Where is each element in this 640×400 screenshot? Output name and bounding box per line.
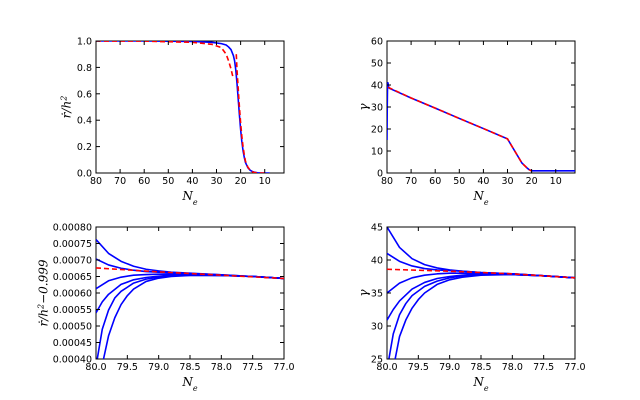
y-axis-label: ṙ/h2−0.999 bbox=[36, 259, 51, 326]
y-tick-label: 0.00050 bbox=[53, 322, 92, 333]
y-tick-label: 1.0 bbox=[77, 37, 92, 48]
y-tick-label: 30 bbox=[371, 322, 383, 333]
x-tick-label: 78.5 bbox=[179, 362, 200, 373]
x-tick-label: 78.0 bbox=[211, 362, 232, 373]
y-tick-label: 25 bbox=[371, 355, 383, 366]
x-axis-label: Ne bbox=[472, 189, 489, 207]
plot-frame bbox=[95, 226, 285, 360]
x-tick-label: 79.0 bbox=[148, 362, 169, 373]
x-tick-label: 80 bbox=[90, 176, 102, 187]
x-tick-label: 60 bbox=[138, 176, 150, 187]
x-tick-label: 40 bbox=[477, 176, 489, 187]
y-tick-label: 45 bbox=[371, 223, 383, 234]
y-tick-label: 60 bbox=[371, 37, 383, 48]
x-axis-label: Ne bbox=[181, 375, 198, 393]
y-tick-label: 0.00040 bbox=[53, 355, 92, 366]
x-tick-label: 30 bbox=[210, 176, 222, 187]
x-tick-label: 10 bbox=[550, 176, 562, 187]
y-tick-label: 40 bbox=[371, 81, 383, 92]
series-group bbox=[387, 82, 575, 172]
solid-series-line-5 bbox=[102, 274, 284, 359]
y-tick-label: 20 bbox=[371, 125, 383, 136]
plot-frame bbox=[386, 226, 576, 360]
x-tick-label: 77.5 bbox=[533, 362, 554, 373]
y-tick-label: 0.0 bbox=[77, 169, 92, 180]
solid-series-line-5 bbox=[394, 273, 575, 359]
y-tick-label: 35 bbox=[371, 289, 383, 300]
x-tick-label: 80.0 bbox=[376, 362, 397, 373]
x-tick-label: 20 bbox=[235, 176, 247, 187]
x-tick-label: 79.5 bbox=[117, 362, 138, 373]
y-tick-label: 40 bbox=[371, 256, 383, 267]
y-tick-label: 10 bbox=[371, 147, 383, 158]
y-tick-label: 50 bbox=[371, 59, 383, 70]
x-tick-label: 70 bbox=[114, 176, 126, 187]
chart-panel-bottom-left: 80.0 79.5 79.0 78.5 78.0 77.5 77.0 0.00040 0.000… bbox=[36, 223, 295, 393]
chart-panel-bottom-right: 80.0 79.5 79.0 78.5 78.0 77.5 77.0 25 30 35 40 45 Ne… bbox=[356, 223, 585, 393]
x-tick-label: 79.5 bbox=[408, 362, 429, 373]
x-tick-label: 30 bbox=[501, 176, 513, 187]
x-tick-label: 77.0 bbox=[273, 362, 294, 373]
dashed-series-line-6 bbox=[96, 267, 284, 280]
x-tick-label: 78.5 bbox=[470, 362, 491, 373]
y-tick-label: 0 bbox=[377, 169, 383, 180]
y-tick-label: 30 bbox=[371, 103, 383, 114]
x-tick-label: 70 bbox=[405, 176, 417, 187]
x-tick-label: 80.0 bbox=[85, 362, 106, 373]
chart-panel-top-right: 80 70 60 50 40 30 20 10 0 10 20 30 40 50 60 Ne γ bbox=[356, 37, 576, 207]
y-axis-label: γ bbox=[356, 289, 370, 297]
y-tick-label: 0.2 bbox=[77, 142, 92, 153]
x-tick-label: 78.0 bbox=[502, 362, 523, 373]
solid-series-line-0 bbox=[387, 82, 575, 172]
dashed-series-line-2 bbox=[235, 54, 268, 173]
y-tick-label: 0.00065 bbox=[53, 272, 92, 283]
y-tick-label: 0.6 bbox=[77, 89, 92, 100]
series-group bbox=[387, 227, 575, 359]
x-tick-label: 80 bbox=[381, 176, 393, 187]
plot-frame bbox=[386, 40, 576, 174]
dashed-series-line-6 bbox=[387, 268, 575, 279]
x-tick-label: 50 bbox=[453, 176, 465, 187]
chart-panel-top-left: 80 70 60 50 40 30 20 10 0.0 0.2 0.4 0.6 0.8 1.0 Ne ṙ/h2 bbox=[59, 37, 285, 207]
y-axis-label: γ bbox=[356, 103, 370, 111]
x-tick-label: 77.5 bbox=[242, 362, 263, 373]
y-tick-label: 0.00060 bbox=[53, 289, 92, 300]
x-tick-label: 10 bbox=[259, 176, 271, 187]
dashed-series-line-1 bbox=[387, 86, 532, 172]
y-tick-label: 0.00055 bbox=[53, 305, 92, 316]
plot-frame bbox=[95, 40, 285, 174]
x-tick-label: 20 bbox=[526, 176, 538, 187]
x-tick-label: 60 bbox=[429, 176, 441, 187]
x-tick-label: 50 bbox=[162, 176, 174, 187]
x-tick-label: 79.0 bbox=[439, 362, 460, 373]
y-tick-label: 0.8 bbox=[77, 63, 92, 74]
x-tick-label: 40 bbox=[186, 176, 198, 187]
y-axis-label: ṙ/h2 bbox=[59, 96, 74, 119]
y-tick-label: 0.00080 bbox=[53, 223, 92, 234]
y-tick-label: 0.00045 bbox=[53, 338, 92, 349]
y-tick-label: 0.00070 bbox=[53, 256, 92, 267]
x-axis-label: Ne bbox=[181, 189, 198, 207]
y-tick-label: 0.4 bbox=[77, 116, 92, 127]
series-group bbox=[96, 239, 284, 359]
x-tick-label: 77.0 bbox=[564, 362, 585, 373]
x-axis-label: Ne bbox=[472, 375, 489, 393]
y-tick-label: 0.00075 bbox=[53, 239, 92, 250]
